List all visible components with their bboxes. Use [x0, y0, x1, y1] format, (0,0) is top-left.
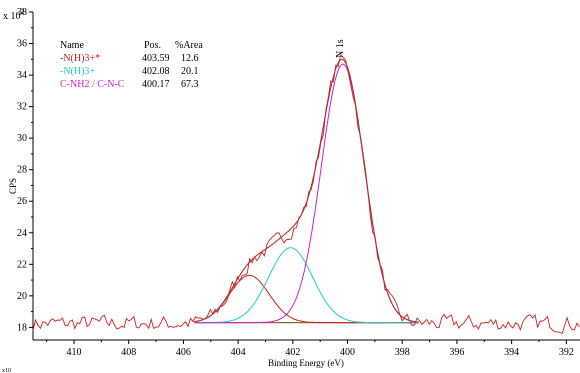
x-tick-label: 392 — [559, 347, 574, 358]
x-tick-label: 408 — [121, 347, 136, 358]
raw-spectrum — [32, 53, 580, 335]
legend-pos: 402.08 — [142, 66, 170, 77]
y-tick-label: 18 — [17, 322, 27, 333]
y-tick-label: 36 — [17, 39, 27, 50]
x-tick-label: 400 — [340, 347, 355, 358]
y-tick-label: 20 — [17, 291, 27, 302]
y-tick-label: 26 — [17, 196, 27, 207]
x-tick-label: 404 — [231, 347, 246, 358]
component-peak — [194, 274, 419, 324]
legend-header-name: Name — [60, 40, 84, 51]
x-axis-title: Binding Energy (eV) — [268, 358, 344, 368]
y-tick-label: 24 — [17, 228, 27, 239]
y-axis-title: CPS — [8, 178, 18, 194]
x-axis-ticks: 410 408 406 404 402 400 398 396 394 392 — [46, 340, 574, 358]
x-tick-label: 394 — [504, 347, 519, 358]
envelope-fit — [194, 58, 419, 323]
y-tick-label: 28 — [17, 165, 27, 176]
x-tick-label: 410 — [67, 347, 82, 358]
legend-area: 12.6 — [181, 53, 199, 64]
legend-name: C-NH2 / C-N-C — [60, 79, 125, 90]
y-tick-label: 38 — [17, 7, 27, 18]
legend-header-area: %Area — [175, 40, 203, 51]
x-tick-label: 402 — [285, 347, 300, 358]
legend-area: 20.1 — [181, 66, 199, 77]
peak-label: N 1s — [335, 39, 346, 58]
x-tick-label: 398 — [395, 347, 410, 358]
corner-mark: x10 — [2, 368, 11, 373]
curves — [32, 53, 580, 335]
y-multiplier-label: x 102 — [3, 7, 25, 22]
legend-pos: 400.17 — [142, 79, 170, 90]
legend-pos: 403.59 — [142, 53, 170, 64]
y-tick-label: 32 — [17, 102, 27, 113]
y-tick-label: 22 — [17, 259, 27, 270]
y-axis-ticks: 18 20 22 24 26 28 30 32 34 36 38 — [17, 7, 33, 333]
y-tick-label: 30 — [17, 133, 27, 144]
component-peak — [194, 247, 419, 324]
x-tick-label: 406 — [176, 347, 191, 358]
legend-area: 67.3 — [181, 79, 199, 90]
legend: Name Pos. %Area -N(H)3+* 403.59 12.6 -N(H)3… — [60, 40, 203, 90]
legend-name: -N(H)3+* — [60, 53, 100, 64]
x-tick-label: 396 — [449, 347, 464, 358]
y-tick-label: 34 — [17, 70, 27, 81]
legend-name: -N(H)3+ — [60, 66, 95, 77]
legend-header-pos: Pos. — [144, 40, 161, 51]
y-multiplier-exp: 2 — [21, 7, 25, 16]
